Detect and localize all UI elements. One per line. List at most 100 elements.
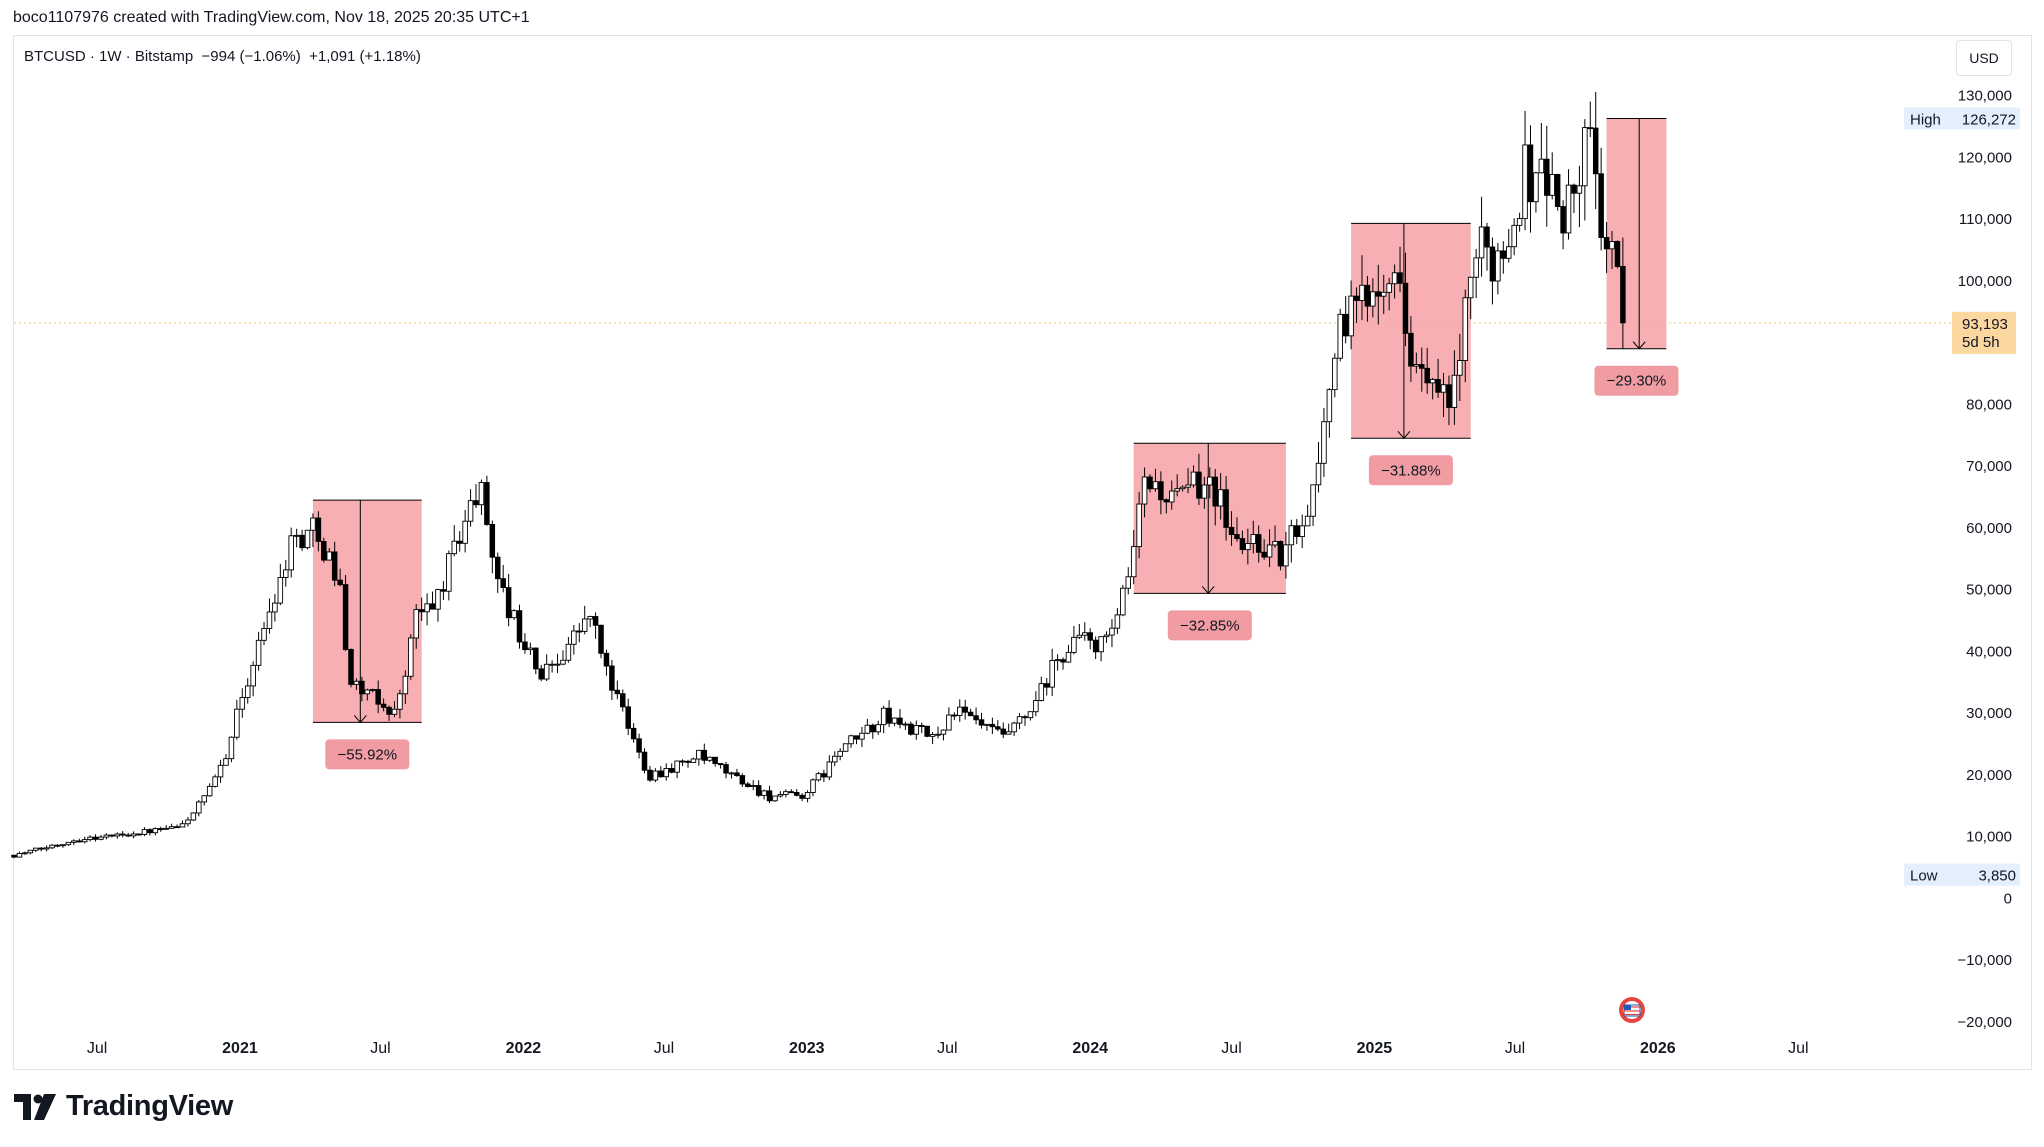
candle	[913, 720, 920, 740]
candle	[136, 833, 142, 836]
candle	[196, 800, 202, 817]
candle	[533, 647, 539, 675]
time-axis[interactable]: Jul 2021 Jul 2022 Jul 2023 Jul 2024 Jul 2025 Jul 20…	[87, 1040, 1809, 1057]
candle	[1283, 531, 1289, 579]
drawdown-label: −31.88%	[1381, 462, 1441, 479]
drawdown-box-2[interactable]: −32.85%	[1133, 442, 1286, 641]
drawdown-box-1[interactable]: −55.92%	[312, 499, 422, 770]
price-axis-label: 20,000	[1966, 767, 2012, 784]
drawdown-label-bg	[325, 739, 410, 770]
candle	[348, 648, 354, 688]
drawdown-label-bg	[1594, 365, 1679, 396]
candle	[793, 789, 800, 797]
price-axis[interactable]: 130,000120,000110,000100,00090,00080,000…	[1957, 88, 2012, 1032]
candle	[1348, 280, 1354, 350]
candle	[647, 765, 653, 782]
candle	[38, 847, 44, 852]
candle	[353, 678, 360, 691]
candle	[1136, 491, 1142, 559]
candle	[255, 631, 262, 671]
candle	[859, 726, 865, 748]
candle	[701, 743, 708, 765]
drawdown-label: −55.92%	[337, 746, 397, 763]
candle	[1419, 347, 1425, 392]
symbol-legend[interactable]: BTCUSD · 1W · Bitstamp −994 (−1.06%) +1,…	[24, 48, 421, 65]
candle	[375, 680, 381, 714]
candle	[924, 725, 930, 738]
candle	[1294, 519, 1300, 545]
candle	[1614, 240, 1621, 269]
candle	[1000, 722, 1006, 739]
candle	[1522, 110, 1528, 231]
candle	[98, 834, 104, 841]
candle	[1092, 636, 1099, 660]
candle	[783, 789, 789, 798]
candle	[1315, 442, 1322, 493]
drawdown-range[interactable]	[1606, 118, 1667, 349]
candle	[11, 854, 17, 859]
candle	[592, 612, 599, 639]
candle	[712, 756, 718, 767]
candle	[1033, 691, 1039, 717]
low-badge-value: 3,850	[1978, 868, 2016, 885]
candle	[310, 513, 316, 548]
candle	[440, 581, 447, 601]
candle	[897, 709, 903, 729]
candle	[103, 833, 110, 840]
drawdown-range[interactable]	[1133, 443, 1286, 594]
price-axis-label: 130,000	[1958, 88, 2012, 105]
candle	[1440, 372, 1447, 417]
us-economic-event-icon[interactable]	[1619, 997, 1645, 1023]
candle	[679, 759, 686, 767]
candle	[1250, 520, 1257, 554]
candle	[125, 832, 131, 837]
candle	[614, 680, 621, 700]
candle	[43, 845, 50, 852]
candle	[1359, 255, 1365, 321]
candle	[1120, 584, 1126, 617]
drawdown-box-4[interactable]: −29.30%	[1594, 118, 1679, 396]
candle	[1451, 350, 1458, 425]
candle	[1473, 249, 1479, 299]
candle	[1217, 473, 1224, 520]
candle	[538, 664, 544, 682]
candle	[511, 609, 517, 620]
price-axis-label: −10,000	[1957, 952, 2012, 969]
candle	[1207, 467, 1213, 499]
candle	[1082, 622, 1088, 641]
drawdown-boxes[interactable]: −55.92% −32.85% −31.88% −29.30%	[312, 118, 1679, 770]
candle	[1174, 474, 1180, 497]
candle	[391, 701, 398, 718]
low-badge-label: Low	[1910, 868, 1938, 885]
candle	[1299, 514, 1305, 549]
candle	[1533, 171, 1539, 213]
candle	[815, 771, 822, 782]
price-axis-label: −20,000	[1957, 1014, 2012, 1031]
candle	[1457, 333, 1463, 402]
high-badge: High 126,272	[1904, 107, 2020, 130]
candle	[516, 604, 523, 649]
candle	[1065, 644, 1072, 663]
candle	[1353, 287, 1360, 323]
candle	[1516, 212, 1523, 232]
candle	[179, 820, 186, 828]
candle	[940, 729, 947, 741]
price-axis-label: 50,000	[1966, 582, 2012, 599]
price-axis-label: 10,000	[1966, 829, 2012, 846]
candle	[473, 484, 479, 509]
candle	[1239, 530, 1246, 555]
candle	[462, 509, 468, 553]
candle	[326, 548, 333, 561]
candle	[837, 748, 843, 761]
tradingview-logo[interactable]: TradingView	[14, 1090, 233, 1123]
time-axis-label: 2025	[1357, 1040, 1393, 1057]
candle	[1424, 347, 1430, 394]
candle	[1603, 221, 1610, 274]
time-axis-label: Jul	[87, 1040, 107, 1057]
candle	[989, 717, 996, 734]
drawdown-label: −29.30%	[1607, 373, 1667, 390]
candle	[957, 699, 963, 722]
currency-button[interactable]: USD	[1956, 40, 2012, 76]
tradingview-logo-text: TradingView	[66, 1090, 233, 1122]
